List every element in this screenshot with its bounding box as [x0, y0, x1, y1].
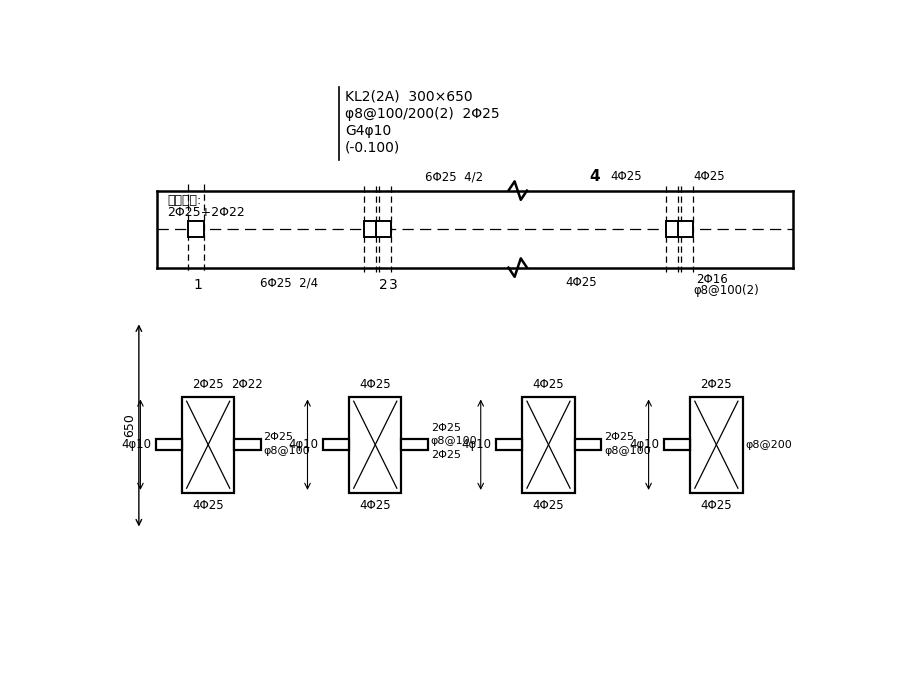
Bar	[155, 439, 182, 451]
Text: (-0.100): (-0.100)	[345, 141, 400, 155]
Text: 2Φ25: 2Φ25	[603, 432, 633, 442]
Text: 2Φ25+2Φ22: 2Φ25+2Φ22	[167, 206, 244, 219]
Text: 原位标注:: 原位标注:	[167, 194, 201, 207]
Text: 4φ10: 4φ10	[461, 438, 491, 451]
Text: 2Φ25: 2Φ25	[430, 450, 460, 460]
Bar	[689, 397, 742, 493]
Text: 4φ10: 4φ10	[288, 438, 318, 451]
Text: 2Φ25: 2Φ25	[192, 377, 223, 391]
Text: φ8@100: φ8@100	[264, 446, 310, 456]
Bar	[376, 221, 391, 237]
Text: 4φ10: 4φ10	[121, 438, 151, 451]
Text: φ8@100(2): φ8@100(2)	[693, 284, 758, 297]
Text: 4: 4	[589, 169, 599, 184]
Text: 6Φ25  4/2: 6Φ25 4/2	[425, 170, 482, 184]
Text: 4Φ25: 4Φ25	[532, 377, 563, 391]
Text: 2Φ16: 2Φ16	[696, 273, 727, 286]
Bar	[401, 439, 427, 451]
Bar	[664, 439, 689, 451]
Text: φ8@200: φ8@200	[744, 440, 791, 450]
Bar	[348, 397, 401, 493]
Text: φ8@100: φ8@100	[603, 446, 650, 456]
Text: φ8@100/200(2)  2Φ25: φ8@100/200(2) 2Φ25	[345, 106, 499, 121]
Text: 1: 1	[193, 277, 201, 292]
Text: 650: 650	[123, 413, 136, 437]
Bar	[234, 439, 260, 451]
Bar	[522, 397, 574, 493]
Bar	[495, 439, 522, 451]
Text: 4Φ25: 4Φ25	[565, 277, 596, 290]
Bar	[574, 439, 600, 451]
Bar	[323, 439, 348, 451]
Text: KL2(2A)  300×650: KL2(2A) 300×650	[345, 90, 472, 104]
Text: 4Φ25: 4Φ25	[693, 170, 724, 184]
Bar	[363, 221, 379, 237]
Bar	[187, 221, 203, 237]
Text: G4φ10: G4φ10	[345, 124, 391, 137]
Text: 4φ10: 4φ10	[629, 438, 659, 451]
Text: 6Φ25  2/4: 6Φ25 2/4	[259, 277, 318, 290]
Bar	[182, 397, 234, 493]
Text: 2Φ25: 2Φ25	[430, 423, 460, 433]
Text: φ8@100: φ8@100	[430, 436, 477, 446]
Bar	[677, 221, 693, 237]
Text: 2Φ22: 2Φ22	[232, 377, 263, 391]
Text: 2Φ25: 2Φ25	[699, 377, 732, 391]
Bar	[664, 221, 680, 237]
Text: 4Φ25: 4Φ25	[359, 499, 391, 512]
Text: 4Φ25: 4Φ25	[699, 499, 732, 512]
Text: 4Φ25: 4Φ25	[192, 499, 223, 512]
Text: 4Φ25: 4Φ25	[609, 170, 641, 184]
Text: 3: 3	[388, 277, 397, 292]
Text: 2Φ25: 2Φ25	[264, 432, 293, 442]
Text: 2: 2	[379, 277, 388, 292]
Text: 4Φ25: 4Φ25	[532, 499, 563, 512]
Text: 4Φ25: 4Φ25	[359, 377, 391, 391]
